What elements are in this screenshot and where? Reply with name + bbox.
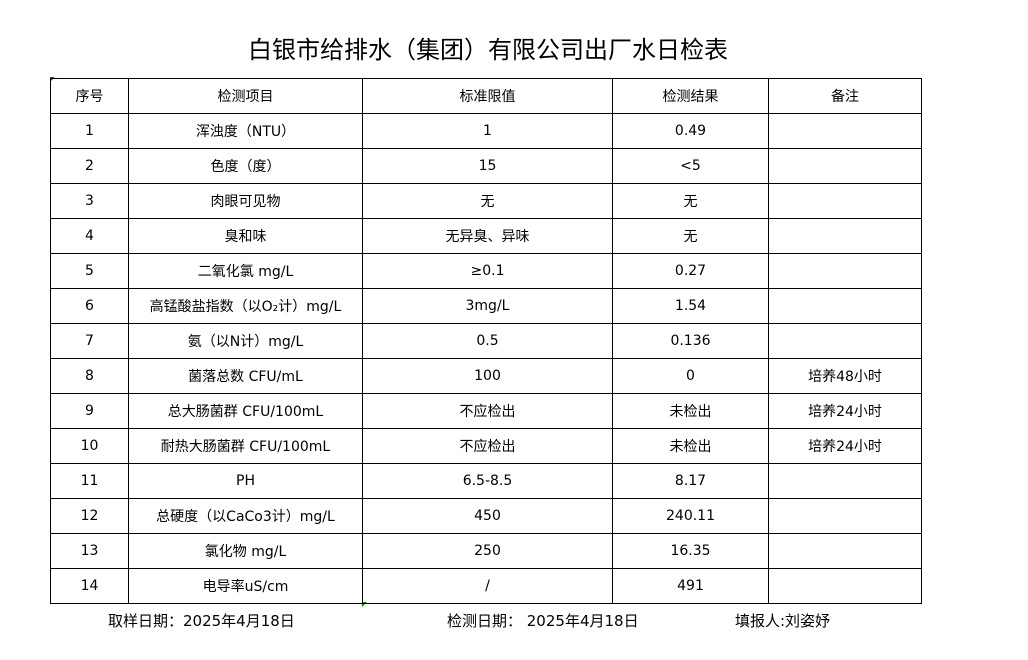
test-result: 0.49 [612, 113, 769, 149]
test-result: 8.17 [612, 463, 769, 499]
table-row: 3 肉眼可见物无无 [50, 183, 922, 219]
test-item: 菌落总数 CFU/mL [128, 358, 363, 394]
test-item: PH [128, 463, 363, 499]
table-row: 12 总硬度（以CaCo3计）mg/L 450 240.11 [50, 498, 922, 534]
standard-limit: 250 [362, 533, 613, 569]
remark [768, 498, 922, 534]
test-item: 肉眼可见物 [128, 183, 363, 219]
test-item: 色度（度） [128, 148, 363, 184]
test-item: 浑浊度（NTU） [128, 113, 363, 149]
cell-marker [362, 602, 367, 607]
standard-limit: 450 [362, 498, 613, 534]
row-number: 7 [50, 323, 129, 359]
remark [768, 218, 922, 254]
remark [768, 183, 922, 219]
standard-limit: 不应检出 [362, 393, 613, 429]
standard-limit: 无异臭、异味 [362, 218, 613, 254]
test-item: 电导率uS/cm [128, 568, 363, 604]
standard-limit: 6.5-8.5 [362, 463, 613, 499]
test-date: 检测日期： 2025年4月18日 [447, 612, 639, 630]
reporter: 填报人:刘姿妤 [735, 612, 831, 630]
remark [768, 568, 922, 604]
sampling-date: 取样日期：2025年4月18日 [108, 612, 295, 630]
table-row: 11 PH 6.5-8.5 8.17 [50, 463, 922, 499]
table-row: 2 色度（度） 15 <5 [50, 148, 922, 184]
remark [768, 463, 922, 499]
row-number: 3 [50, 183, 129, 219]
standard-limit: 无 [362, 183, 613, 219]
table-row: 7 氨（以N计）mg/L 0.5 0.136 [50, 323, 922, 359]
remark: 培养48小时 [768, 358, 922, 394]
table-row: 5 二氧化氯 mg/L ≥0.1 0.27 [50, 253, 922, 289]
row-number: 8 [50, 358, 129, 394]
table-row: 10 耐热大肠菌群 CFU/100mL 不应检出 未检出 培养24小时 [50, 428, 922, 464]
test-item: 总硬度（以CaCo3计）mg/L [128, 498, 363, 534]
standard-limit: 不应检出 [362, 428, 613, 464]
header-cell: 备注 [768, 78, 922, 114]
test-item: 总大肠菌群 CFU/100mL [128, 393, 363, 429]
remark: 培养24小时 [768, 428, 922, 464]
row-number: 10 [50, 428, 129, 464]
table-row: 1 浑浊度（NTU） 1 0.49 [50, 113, 922, 149]
test-result: 0.136 [612, 323, 769, 359]
header-cell: 序号 [50, 78, 129, 114]
remark [768, 533, 922, 569]
test-result: 240.11 [612, 498, 769, 534]
remark [768, 148, 922, 184]
remark [768, 323, 922, 359]
test-result: 491 [612, 568, 769, 604]
standard-limit: 100 [362, 358, 613, 394]
test-item: 高锰酸盐指数（以O₂计）mg/L [128, 288, 363, 324]
test-item: 二氧化氯 mg/L [128, 253, 363, 289]
header-cell: 检测项目 [128, 78, 363, 114]
remark [768, 253, 922, 289]
row-number: 5 [50, 253, 129, 289]
test-result: 1.54 [612, 288, 769, 324]
test-item: 耐热大肠菌群 CFU/100mL [128, 428, 363, 464]
remark [768, 113, 922, 149]
row-number: 12 [50, 498, 129, 534]
table-row: 6 高锰酸盐指数（以O₂计）mg/L 3mg/L 1.54 [50, 288, 922, 324]
test-item: 氨（以N计）mg/L [128, 323, 363, 359]
row-number: 11 [50, 463, 129, 499]
standard-limit: 3mg/L [362, 288, 613, 324]
test-result: 16.35 [612, 533, 769, 569]
row-number: 9 [50, 393, 129, 429]
test-result: 0 [612, 358, 769, 394]
table-row: 9 总大肠菌群 CFU/100mL 不应检出 未检出 培养24小时 [50, 393, 922, 429]
row-number: 2 [50, 148, 129, 184]
page-title: 白银市给排水（集团）有限公司出厂水日检表 [248, 36, 728, 64]
test-result: 0.27 [612, 253, 769, 289]
header-cell: 检测结果 [612, 78, 769, 114]
test-result: <5 [612, 148, 769, 184]
test-item: 氯化物 mg/L [128, 533, 363, 569]
table-row: 4 臭和味 无异臭、异味无 [50, 218, 922, 254]
header-cell: 标准限值 [362, 78, 613, 114]
standard-limit: 15 [362, 148, 613, 184]
test-item: 臭和味 [128, 218, 363, 254]
row-number: 14 [50, 568, 129, 604]
test-result: 未检出 [612, 428, 769, 464]
table-row: 13 氯化物 mg/L 250 16.35 [50, 533, 922, 569]
remark: 培养24小时 [768, 393, 922, 429]
remark [768, 288, 922, 324]
table-row: 8 菌落总数 CFU/mL 100 0 培养48小时 [50, 358, 922, 394]
row-number: 1 [50, 113, 129, 149]
row-number: 4 [50, 218, 129, 254]
test-result: 无 [612, 183, 769, 219]
header-row: 序号 检测项目 标准限值 检测结果 备注 [50, 78, 922, 114]
standard-limit: 0.5 [362, 323, 613, 359]
test-result: 未检出 [612, 393, 769, 429]
standard-limit: ≥0.1 [362, 253, 613, 289]
test-result: 无 [612, 218, 769, 254]
row-number: 6 [50, 288, 129, 324]
inspection-table: 序号 检测项目 标准限值 检测结果 备注 1 浑浊度（NTU） 1 0.49 2 色度（度… [50, 78, 922, 604]
table-row: 14 电导率uS/cm/491 [50, 568, 922, 604]
standard-limit: / [362, 568, 613, 604]
standard-limit: 1 [362, 113, 613, 149]
row-number: 13 [50, 533, 129, 569]
